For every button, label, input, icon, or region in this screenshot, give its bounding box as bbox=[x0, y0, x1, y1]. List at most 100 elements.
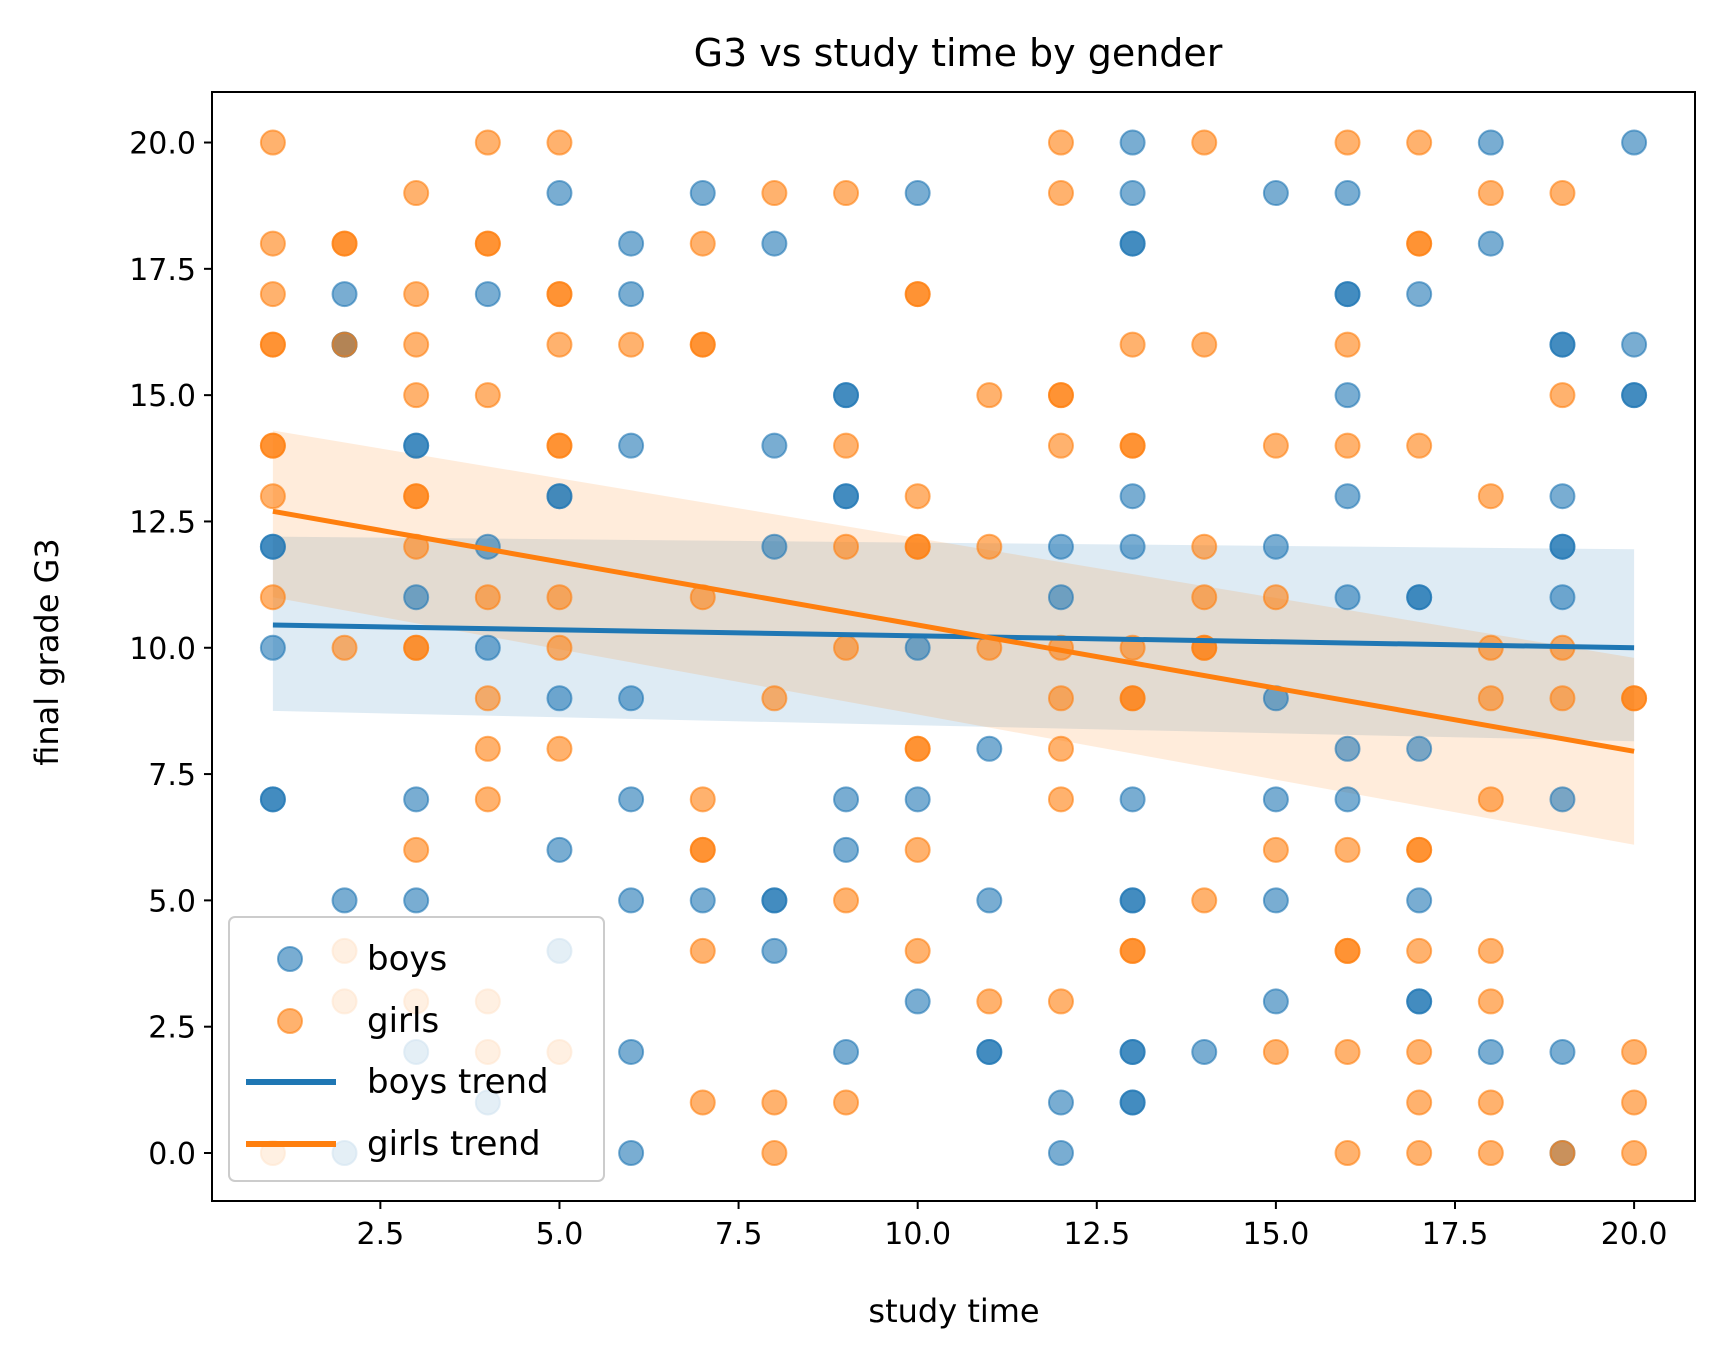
boys-point bbox=[1047, 1089, 1074, 1116]
girls-point bbox=[833, 634, 860, 661]
girls-point bbox=[1406, 1140, 1433, 1167]
girls-point bbox=[833, 1089, 860, 1116]
boys-point bbox=[1119, 483, 1146, 510]
girls-point bbox=[403, 180, 430, 207]
boys-point bbox=[1406, 735, 1433, 762]
chart-title: G3 vs study time by gender bbox=[694, 31, 1223, 75]
girls-point bbox=[1191, 887, 1218, 914]
boys-point bbox=[1334, 786, 1361, 813]
girls-point bbox=[1406, 432, 1433, 459]
boys-point bbox=[259, 533, 286, 560]
boys-point bbox=[1119, 129, 1146, 156]
girls-point bbox=[689, 937, 716, 964]
girls-point bbox=[403, 483, 430, 510]
boys-point bbox=[1334, 483, 1361, 510]
boys-point bbox=[904, 180, 931, 207]
girls-point bbox=[904, 836, 931, 863]
girls-point bbox=[689, 230, 716, 257]
girls-point bbox=[1477, 483, 1504, 510]
girls-point bbox=[1334, 331, 1361, 358]
girls-point bbox=[904, 937, 931, 964]
girls-point bbox=[833, 180, 860, 207]
girls-point bbox=[1549, 382, 1576, 409]
girls-point bbox=[1621, 685, 1648, 712]
girls-point bbox=[1191, 584, 1218, 611]
boys-point bbox=[1334, 584, 1361, 611]
plot-frame bbox=[211, 91, 1696, 1202]
girls-point bbox=[1406, 129, 1433, 156]
boys-point bbox=[1477, 230, 1504, 257]
girls-point bbox=[904, 281, 931, 308]
boys-point bbox=[761, 230, 788, 257]
girls-points bbox=[259, 129, 1648, 1167]
girls-point bbox=[546, 129, 573, 156]
legend-girls-trend-label: girls trend bbox=[367, 1124, 541, 1164]
boys-point bbox=[1262, 887, 1289, 914]
boys-point bbox=[1406, 281, 1433, 308]
y-axis-label: final grade G3 bbox=[28, 538, 66, 766]
girls-point bbox=[1406, 230, 1433, 257]
girls-point bbox=[833, 432, 860, 459]
legend: boys girls boys trend girls trend bbox=[228, 916, 605, 1182]
girls-point bbox=[403, 331, 430, 358]
boys-point bbox=[1047, 584, 1074, 611]
boys-point bbox=[904, 786, 931, 813]
x-tick-label: 17.5 bbox=[1422, 1217, 1489, 1252]
girls-point bbox=[1477, 1089, 1504, 1116]
girls-point bbox=[403, 382, 430, 409]
girls-point bbox=[1334, 432, 1361, 459]
girls-point bbox=[259, 584, 286, 611]
boys-point bbox=[546, 180, 573, 207]
boys-point bbox=[1334, 180, 1361, 207]
x-tick-label: 10.0 bbox=[884, 1217, 951, 1252]
girls-point bbox=[1119, 685, 1146, 712]
girls-point bbox=[474, 786, 501, 813]
girls-point bbox=[259, 281, 286, 308]
y-axis: 0.0 2.5 5.0 7.5 10.0 12.5 15.0 17.5 20.0 bbox=[129, 127, 212, 1172]
girls-point bbox=[1549, 180, 1576, 207]
boys-point bbox=[1262, 180, 1289, 207]
boys-point bbox=[976, 735, 1003, 762]
girls-point bbox=[1334, 1140, 1361, 1167]
girls-point bbox=[474, 584, 501, 611]
y-tick-label: 17.5 bbox=[129, 253, 196, 288]
girls-point bbox=[1262, 584, 1289, 611]
boys-point bbox=[618, 281, 645, 308]
x-tick-label: 5.0 bbox=[536, 1217, 584, 1252]
girls-point bbox=[1262, 432, 1289, 459]
girls-point bbox=[1621, 1038, 1648, 1065]
girls-point bbox=[1334, 937, 1361, 964]
girls-point bbox=[1477, 988, 1504, 1015]
girls-point bbox=[1191, 331, 1218, 358]
girls-point bbox=[259, 483, 286, 510]
girls-point bbox=[904, 533, 931, 560]
girls-point bbox=[331, 634, 358, 661]
girls-point bbox=[1621, 1140, 1648, 1167]
girls-point bbox=[1047, 382, 1074, 409]
girls-point bbox=[1477, 937, 1504, 964]
boys-point bbox=[833, 786, 860, 813]
boys-point bbox=[1119, 230, 1146, 257]
boys-point bbox=[474, 281, 501, 308]
girls-point bbox=[1477, 786, 1504, 813]
girls-point bbox=[1047, 432, 1074, 459]
boys-point bbox=[1477, 1038, 1504, 1065]
boys-point bbox=[403, 432, 430, 459]
girls-point bbox=[1406, 1089, 1433, 1116]
boys-point bbox=[546, 685, 573, 712]
x-axis: 2.5 5.0 7.5 10.0 12.5 15.0 17.5 20.0 bbox=[357, 1201, 1668, 1252]
y-tick-label: 7.5 bbox=[148, 758, 196, 793]
girls-point bbox=[904, 735, 931, 762]
boys-point bbox=[1549, 786, 1576, 813]
legend-girls-marker bbox=[277, 1008, 303, 1034]
girls-point bbox=[1119, 937, 1146, 964]
boys-point bbox=[618, 432, 645, 459]
girls-point bbox=[761, 180, 788, 207]
boys-point bbox=[1119, 1038, 1146, 1065]
girls-point bbox=[976, 382, 1003, 409]
boys-point bbox=[618, 230, 645, 257]
girls-point bbox=[474, 129, 501, 156]
girls-point bbox=[259, 432, 286, 459]
boys-point bbox=[618, 786, 645, 813]
